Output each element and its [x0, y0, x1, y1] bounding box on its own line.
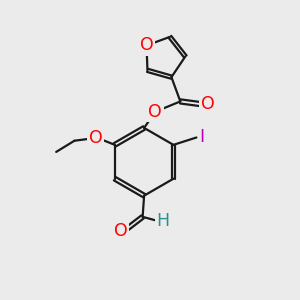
- Text: O: O: [89, 129, 103, 147]
- Text: I: I: [200, 128, 205, 146]
- Text: O: O: [148, 103, 162, 121]
- Text: H: H: [157, 212, 170, 230]
- Text: O: O: [140, 36, 153, 54]
- Text: O: O: [114, 222, 128, 240]
- Text: O: O: [201, 95, 214, 113]
